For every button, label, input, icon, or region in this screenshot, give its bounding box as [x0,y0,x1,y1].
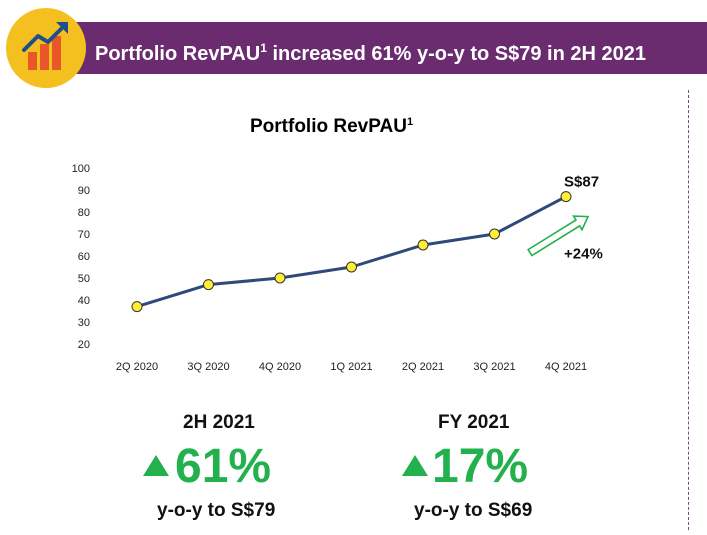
y-tick-label: 80 [78,207,90,219]
x-tick-label: 2Q 2021 [402,361,444,373]
y-tick-label: 40 [78,295,90,307]
x-tick-label: 2Q 2020 [116,361,158,373]
y-tick-label: 100 [72,163,90,175]
data-point [489,228,500,240]
y-tick-label: 90 [78,185,90,197]
chart-title-footnote: 1 [406,116,414,128]
stat-fy-title: FY 2021 [438,412,510,433]
up-triangle-icon [143,455,169,476]
y-tick-label: 60 [78,251,90,263]
y-tick-label: 30 [78,317,90,329]
data-point [560,191,572,203]
chart-title-text: Portfolio RevPAU [250,116,407,137]
x-tick-label: 4Q 2021 [545,361,587,373]
data-point [131,301,143,313]
up-triangle-icon [402,455,428,476]
chart-title: Portfolio RevPAU1 [250,116,413,138]
page-title-rest: increased 61% y-o-y to S$79 in 2H 2021 [266,43,646,65]
growth-label: +24% [564,246,603,263]
revpau-line-chart: 20 30 40 50 60 70 80 90 100 2Q 2020 3Q 2020 4Q 2020… [72,163,603,373]
page-title: Portfolio RevPAU1 increased 61% y-o-y to… [95,22,646,74]
y-tick-label: 70 [78,229,90,241]
growth-chart-icon [6,8,86,88]
data-point [203,279,214,291]
stat-fy-subtitle: y-o-y to S$69 [414,500,533,521]
last-value-label: S$87 [564,174,599,191]
page-title-footnote: 1 [260,41,267,55]
x-tick-label: 3Q 2020 [187,361,229,373]
series-line [136,195,567,309]
x-tick-label: 1Q 2021 [330,361,372,373]
y-tick-label: 50 [78,273,90,285]
x-tick-label: 3Q 2021 [473,361,515,373]
growth-arrow-shape [527,215,590,257]
y-tick-label: 20 [78,339,90,351]
x-tick-label: 4Q 2020 [259,361,301,373]
data-point [346,261,357,273]
stat-2h-subtitle: y-o-y to S$79 [157,500,276,521]
page-title-main: Portfolio RevPAU [95,43,261,65]
data-point [274,272,286,284]
stat-2h-title: 2H 2021 [183,412,255,433]
growth-arrow-icon [527,215,590,257]
data-point [417,239,429,251]
stat-2h-value: 61% [175,440,272,493]
section-divider [688,90,689,530]
title-banner [48,22,707,74]
stat-fy-value: 17% [432,440,529,493]
